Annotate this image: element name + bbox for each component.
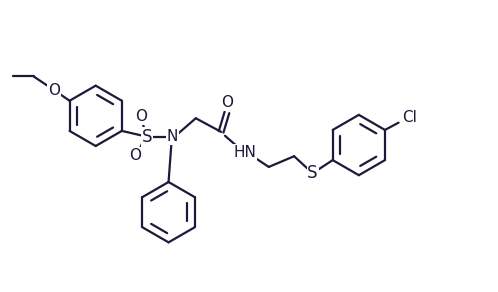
Text: HN: HN [233, 145, 256, 160]
Text: O: O [48, 83, 60, 98]
Text: S: S [307, 164, 318, 182]
Text: O: O [135, 109, 147, 124]
Text: S: S [142, 128, 152, 146]
Text: O: O [221, 95, 233, 110]
Text: O: O [129, 148, 141, 163]
Text: Cl: Cl [402, 110, 417, 125]
Text: N: N [167, 129, 178, 144]
